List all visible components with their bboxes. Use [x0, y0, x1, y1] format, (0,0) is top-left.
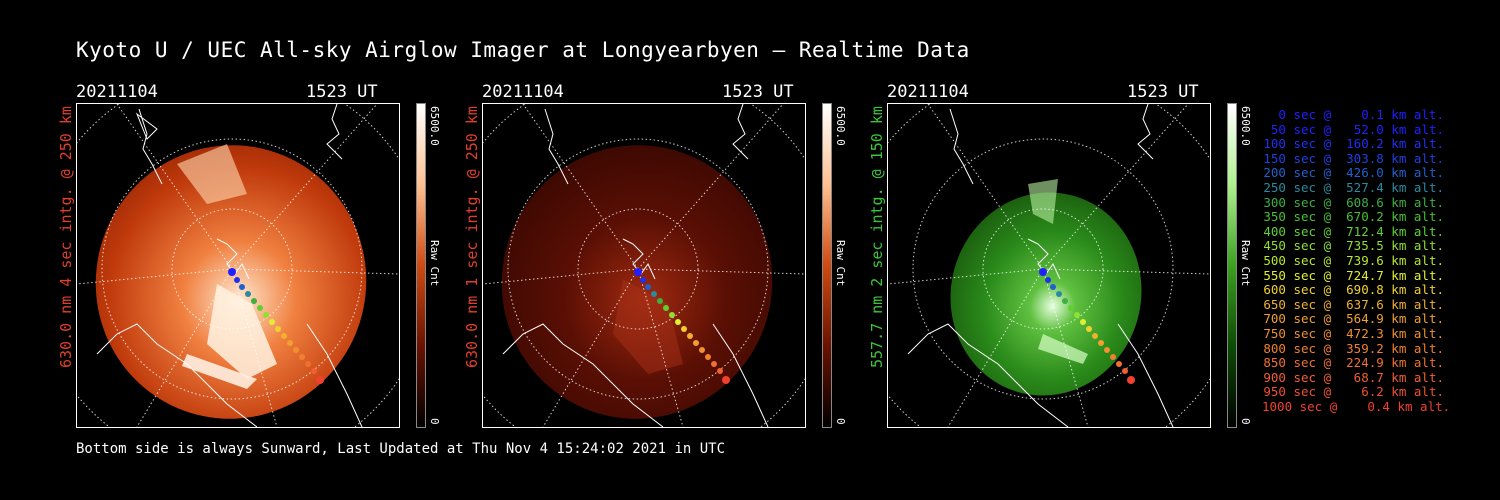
legend-item: 700 sec @ 564.9 km alt.	[1263, 311, 1444, 327]
panel-2-colorbar	[822, 103, 832, 428]
panel-2-side-label: 630.0 nm 1 sec intg. @ 250 km	[463, 106, 481, 368]
panel-2-colorbar-unit: Raw Cnt	[834, 240, 847, 287]
footer-status: Bottom side is always Sunward, Last Upda…	[76, 441, 726, 457]
panel-1-side-label: 630.0 nm 4 sec intg. @ 250 km	[57, 106, 75, 368]
legend-item: 750 sec @ 472.3 km alt.	[1263, 325, 1444, 341]
legend-item: 0 sec @ 0.1 km alt.	[1278, 107, 1444, 122]
legend-item: 50 sec @ 52.0 km alt.	[1270, 121, 1444, 137]
panel-1-colorbar-unit: Raw Cnt	[428, 240, 441, 287]
panel-1-colorbar-max: 6500.0	[428, 106, 441, 146]
legend-item: 950 sec @ 6.2 km alt.	[1263, 384, 1444, 400]
legend-item: 250 sec @ 527.4 km alt.	[1263, 179, 1444, 195]
legend-item: 400 sec @ 712.4 km alt.	[1263, 223, 1444, 239]
legend-item: 300 sec @ 608.6 km alt.	[1263, 194, 1444, 210]
panel-2-colorbar-min: 0	[834, 418, 847, 425]
panel-3-side-label: 557.7 nm 2 sec intg. @ 150 km	[868, 106, 886, 368]
legend-item: 450 sec @ 735.5 km alt.	[1263, 238, 1444, 254]
legend-item: 100 sec @ 160.2 km alt.	[1263, 136, 1444, 152]
legend-item: 800 sec @ 359.2 km alt.	[1263, 340, 1444, 356]
panel-3-image	[887, 103, 1211, 428]
panel-3-colorbar-min: 0	[1239, 418, 1252, 425]
panel-2-time: 1523 UT	[722, 82, 794, 102]
panel-1-time: 1523 UT	[306, 82, 378, 102]
legend-item: 200 sec @ 426.0 km alt.	[1263, 165, 1444, 181]
panel-2-image	[482, 103, 806, 428]
panel-3-time: 1523 UT	[1127, 82, 1199, 102]
legend-item: 550 sec @ 724.7 km alt.	[1263, 267, 1444, 283]
panel-2-date: 20211104	[482, 82, 564, 102]
panel-3-colorbar-max: 6500.0	[1239, 106, 1252, 146]
panel-1-colorbar-min: 0	[428, 418, 441, 425]
legend-item: 500 sec @ 739.6 km alt.	[1263, 252, 1444, 268]
page-title: Kyoto U / UEC All-sky Airglow Imager at …	[76, 38, 970, 62]
panel-2-colorbar-max: 6500.0	[834, 106, 847, 146]
panel-3-colorbar	[1227, 103, 1237, 428]
legend-item: 650 sec @ 637.6 km alt.	[1263, 296, 1444, 312]
legend-item: 900 sec @ 68.7 km alt.	[1263, 369, 1444, 385]
legend-item: 150 sec @ 303.8 km alt.	[1263, 150, 1444, 166]
legend-item: 600 sec @ 690.8 km alt.	[1263, 282, 1444, 298]
panel-1-date: 20211104	[76, 82, 158, 102]
trajectory-legend: 0 sec @ 0.1 km alt. 50 sec @ 52.0 km alt.…	[1262, 107, 1451, 414]
panel-1-image	[76, 103, 400, 428]
panel-3-colorbar-unit: Raw Cnt	[1239, 240, 1252, 287]
legend-item: 1000 sec @ 0.4 km alt.	[1262, 398, 1451, 414]
panel-1-colorbar	[416, 103, 426, 428]
panel-3-date: 20211104	[887, 82, 969, 102]
legend-item: 350 sec @ 670.2 km alt.	[1263, 209, 1444, 225]
legend-item: 850 sec @ 224.9 km alt.	[1263, 355, 1444, 371]
